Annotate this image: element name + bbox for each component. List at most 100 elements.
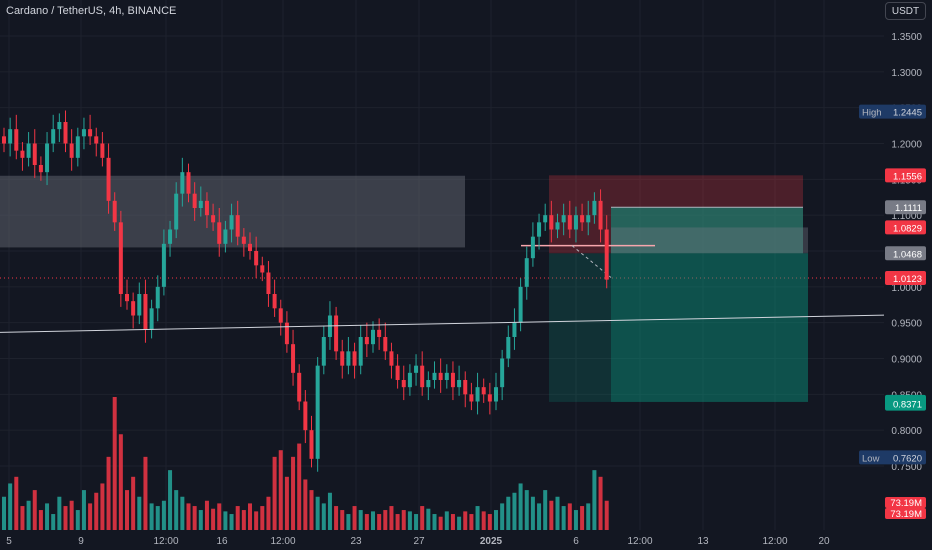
candle-body — [604, 229, 609, 280]
x-tick-label: 12:00 — [270, 536, 295, 547]
volume-bars — [2, 397, 609, 530]
candle-body — [186, 172, 191, 194]
volume-bar — [155, 506, 160, 530]
volume-bar — [604, 500, 609, 530]
candle-body — [20, 150, 25, 158]
currency-button[interactable]: USDT — [885, 2, 926, 20]
volume-bar — [2, 496, 6, 530]
volume-bar — [463, 511, 468, 530]
volume-bar — [340, 510, 345, 530]
volume-bar — [537, 503, 542, 530]
candle-body — [494, 387, 498, 402]
volume-bar — [327, 492, 332, 530]
candlesticks — [2, 110, 609, 472]
drawing-zones — [0, 175, 465, 248]
volume-bar — [14, 476, 19, 530]
candle-body — [371, 329, 375, 345]
volume-bar — [543, 490, 548, 530]
price-label-bg — [859, 104, 926, 119]
candle-body — [321, 337, 326, 366]
volume-bar — [174, 490, 179, 530]
target-zone — [611, 253, 808, 402]
candle-body — [254, 251, 259, 266]
candle-body — [155, 286, 160, 309]
candle-body — [217, 222, 222, 244]
candle-body — [463, 380, 468, 395]
volume-bar — [567, 503, 572, 530]
volume-bar — [315, 496, 320, 530]
price-label-prefix: High — [862, 108, 882, 119]
volume-bar — [180, 496, 185, 530]
candle-body — [131, 301, 136, 316]
candle-body — [125, 294, 129, 302]
candle-body — [192, 193, 197, 208]
price-label-bg — [885, 200, 926, 215]
volume-bar — [81, 490, 86, 530]
trend-drawings[interactable] — [0, 314, 885, 333]
volume-bar — [217, 503, 222, 530]
volume-bar — [481, 511, 486, 530]
volume-bar — [414, 514, 419, 530]
candle-body — [278, 308, 283, 323]
volume-bar — [352, 506, 357, 530]
candle-body — [204, 200, 209, 216]
candle-body — [198, 200, 203, 208]
volume-bar — [598, 476, 603, 530]
volume-bar — [51, 514, 56, 530]
time-axis[interactable]: 5 9 12:00 16 12:00 23 27 2025 6 12:00 13 12:00 20 — [6, 536, 830, 547]
candle-body — [340, 351, 345, 366]
volume-bar — [198, 510, 203, 530]
volume-bar — [32, 490, 37, 530]
candle-body — [364, 337, 369, 345]
candle-body — [383, 337, 388, 352]
volume-bar — [561, 506, 566, 530]
candle-body — [14, 129, 19, 151]
volume-bar — [303, 479, 308, 530]
volume-bar — [118, 434, 123, 530]
candle-body — [137, 294, 142, 316]
candle-body — [229, 215, 234, 230]
price-label-bg — [885, 271, 926, 286]
volume-bar — [297, 443, 302, 530]
candle-body — [143, 294, 148, 330]
volume-bar — [469, 514, 474, 530]
candle-body — [432, 372, 437, 380]
volume-bar — [586, 503, 591, 530]
price-label-bg — [885, 246, 926, 261]
candle-body — [118, 222, 123, 294]
x-tick-label: 12:00 — [153, 536, 178, 547]
x-tick-label: 12:00 — [762, 536, 787, 547]
price-label-value: 1.2445 — [893, 108, 922, 119]
symbol-title: Cardano / TetherUS, 4h, BINANCE — [6, 5, 177, 17]
candle-body — [549, 215, 554, 230]
candle-body — [512, 322, 517, 337]
volume-bar — [75, 510, 80, 530]
volume-bar — [161, 500, 166, 530]
trend-line — [0, 314, 885, 333]
volume-bar — [20, 506, 25, 530]
price-label-bg — [859, 450, 926, 465]
candle-body — [297, 372, 302, 402]
candle-body — [88, 129, 93, 137]
candle-body — [487, 394, 492, 402]
x-tick-label: 13 — [697, 536, 709, 547]
volume-bar — [444, 511, 449, 530]
candle-body — [75, 136, 80, 158]
volume-bar — [143, 456, 148, 530]
volume-bar — [88, 503, 93, 530]
volume-bar — [371, 511, 375, 530]
candle-body — [444, 372, 449, 380]
candle-body — [524, 258, 529, 287]
candle-body — [180, 172, 185, 194]
volume-bar — [94, 492, 99, 530]
volume-bar — [573, 510, 578, 530]
candle-body — [69, 143, 74, 158]
volume-label-bg — [885, 508, 926, 519]
candle-body — [168, 229, 173, 244]
position-tool[interactable] — [521, 175, 808, 402]
candle-body — [248, 243, 252, 251]
candle-body — [414, 365, 419, 373]
volume-bar — [475, 506, 480, 530]
volume-bar — [487, 514, 492, 530]
